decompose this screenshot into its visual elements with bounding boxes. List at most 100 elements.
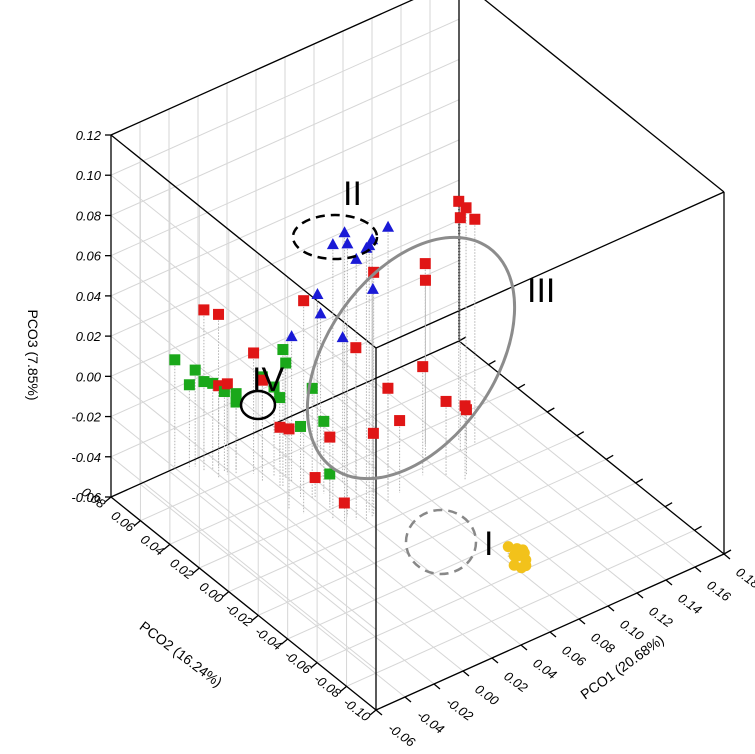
box-edge xyxy=(484,0,725,193)
cluster-ellipse xyxy=(305,235,517,481)
data-point-triangle xyxy=(341,237,354,249)
data-point-square xyxy=(274,421,286,433)
data-point-square xyxy=(198,304,210,316)
data-point-square xyxy=(419,258,431,270)
z-tick-label: -0.06 xyxy=(71,490,101,505)
wall-gridline xyxy=(110,18,460,176)
data-point-square xyxy=(309,472,321,484)
data-point-square xyxy=(295,420,307,432)
cluster-label: IV xyxy=(252,361,284,399)
floor-gridline xyxy=(429,353,696,568)
data-point-square xyxy=(248,347,260,359)
data-point-square xyxy=(382,382,394,394)
data-point-square xyxy=(417,361,429,373)
data-point-triangle xyxy=(350,252,363,264)
floor-gridline xyxy=(258,458,607,616)
cluster-ellipse xyxy=(239,389,277,421)
data-points xyxy=(169,195,532,574)
x-tick-label: 0.18 xyxy=(733,564,755,591)
data-point-square xyxy=(213,308,225,320)
z-axis-label: PCO3 (7.85%) xyxy=(25,309,41,400)
cluster-label: I xyxy=(484,525,493,563)
floor-gridline xyxy=(228,435,577,593)
box-edge xyxy=(458,340,725,555)
floor-gridline xyxy=(139,483,406,698)
wall-gridline xyxy=(110,260,460,418)
x-tick-label: 0.16 xyxy=(704,577,734,604)
x-tick-label: 0.12 xyxy=(646,603,676,630)
x-tick-label: 0.00 xyxy=(472,681,502,708)
data-point-triangle xyxy=(285,330,298,342)
x-tick-mark xyxy=(607,605,615,612)
data-point-triangle xyxy=(311,287,324,299)
cluster-label: III xyxy=(527,272,555,310)
z-tick-label: -0.02 xyxy=(71,410,101,425)
wall-gridline xyxy=(110,139,460,297)
data-point-square xyxy=(256,374,268,386)
floor-gridline xyxy=(346,529,695,687)
y-tick-mark xyxy=(222,591,230,598)
x-tick-label: 0.02 xyxy=(501,668,531,695)
wall-gridline xyxy=(110,375,377,590)
data-point-triangle xyxy=(338,226,351,238)
z-tick-label: 0.12 xyxy=(76,128,102,143)
z-tick-label: 0.10 xyxy=(76,168,102,183)
z-tick-label: 0.06 xyxy=(76,249,102,264)
data-point-square xyxy=(280,357,292,369)
x-tick-mark xyxy=(694,566,702,573)
data-point-triangle xyxy=(363,239,376,251)
floor-gridline xyxy=(287,482,636,640)
box-edge xyxy=(110,0,414,136)
x-tick-mark xyxy=(549,631,557,638)
x-tick-label: 0.04 xyxy=(530,655,559,682)
y-tick-mark xyxy=(723,549,732,555)
y-tick-mark xyxy=(605,454,614,460)
data-point-circle xyxy=(520,560,532,572)
y-tick-mark xyxy=(340,685,347,692)
data-point-square xyxy=(350,342,362,354)
x-tick-mark xyxy=(636,592,644,599)
y-tick-mark xyxy=(635,478,643,484)
wall-gridline xyxy=(110,255,377,470)
y-tick-mark xyxy=(664,502,673,508)
data-point-square xyxy=(419,274,431,286)
wall-gridline xyxy=(110,215,377,429)
z-tick-label: 0.04 xyxy=(76,289,101,304)
data-point-triangle xyxy=(366,282,379,294)
y-tick-label: -0.02 xyxy=(223,600,256,630)
x-tick-label: 0.10 xyxy=(617,616,647,643)
data-point-square xyxy=(221,378,233,390)
data-point-triangle xyxy=(314,307,327,319)
x-tick-label: -0.02 xyxy=(443,694,476,724)
wall-gridline xyxy=(110,295,377,510)
cluster-label: II xyxy=(343,175,362,213)
data-point-circle xyxy=(502,541,514,553)
data-point-square xyxy=(306,382,318,394)
y-tick-mark xyxy=(458,336,467,342)
data-point-square xyxy=(460,404,472,416)
data-point-square xyxy=(169,354,181,366)
x-tick-mark xyxy=(491,657,499,664)
wall-gridline xyxy=(110,174,377,389)
data-point-triangle xyxy=(326,238,339,250)
wall-gridline xyxy=(110,179,460,337)
x-tick-mark xyxy=(520,644,528,651)
floor-gridline xyxy=(199,411,548,569)
data-point-square xyxy=(218,386,230,398)
data-point-triangle xyxy=(382,220,395,232)
x-tick-label: 0.14 xyxy=(675,590,704,617)
data-point-square xyxy=(183,379,195,391)
box-edge xyxy=(110,496,377,711)
data-point-square xyxy=(454,212,466,224)
data-point-square xyxy=(440,395,452,407)
floor-gridline xyxy=(255,431,522,646)
y-tick-mark xyxy=(134,520,141,527)
data-point-square xyxy=(367,427,379,439)
y-tick-mark xyxy=(104,496,112,503)
data-point-square xyxy=(469,213,481,225)
wall-gridline xyxy=(110,99,460,257)
z-tick-label: 0.02 xyxy=(76,329,102,344)
floor-gridline xyxy=(226,444,493,659)
data-point-square xyxy=(207,377,219,389)
